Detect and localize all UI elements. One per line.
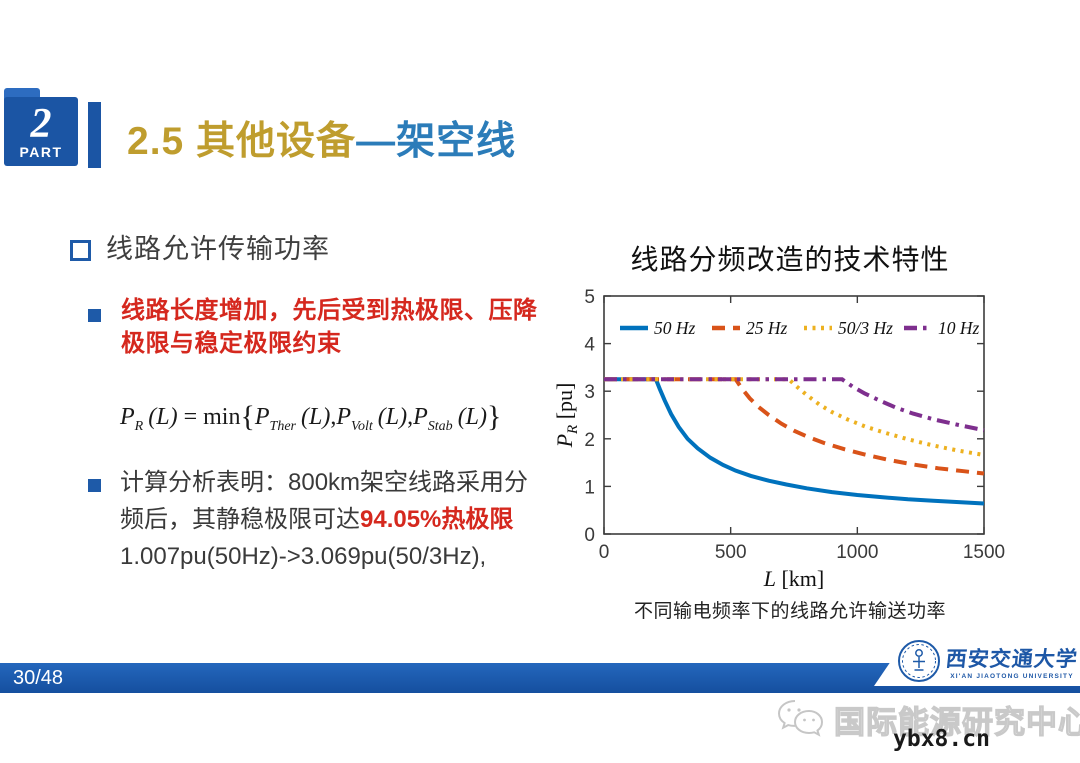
part-badge-body: 2 PART [4, 97, 78, 166]
slide-title-section: 2.5 其他设备 [127, 120, 357, 163]
chart-title: 线路分频改造的技术特性 [630, 244, 950, 275]
analysis-line1: 计算分析表明：800km架空线路采用分 [120, 469, 529, 496]
square-bullet-icon [88, 309, 101, 322]
slide-title-topic: —架空线 [356, 120, 517, 163]
analysis-line3: 1.007pu(50Hz)->3.069pu(50/3Hz), [120, 543, 487, 570]
y-axis-label: PR [pu] [556, 383, 581, 449]
watermark-site: ybx8.cn [893, 726, 990, 752]
x-axis-label: L [km] [763, 566, 825, 591]
series-line [604, 377, 985, 457]
square-bullet-icon [88, 479, 101, 492]
power-limit-formula: PR (L) = min{PTher (L),PVolt (L),PStab (L)} [120, 400, 502, 434]
legend-label: 25 Hz [746, 318, 788, 338]
university-name-en: XI'AN JIAOTONG UNIVERSITY [950, 672, 1074, 680]
red-key-point: 线路长度增加，先后受到热极限、压降 极限与稳定极限约束 [121, 294, 551, 360]
hollow-square-bullet-icon [70, 240, 91, 261]
frequency-power-chart: 0 500 1000 1500 0 1 2 3 4 5 50 Hz 25 Hz 50/3 Hz 10 Hz… [556, 287, 1005, 591]
section-heading: 线路允许传输功率 [106, 234, 330, 264]
wechat-icon [777, 700, 824, 737]
part-badge: 2 PART [4, 88, 78, 166]
legend-label: 50/3 Hz [838, 318, 893, 338]
university-seal-icon [898, 640, 940, 682]
x-tick-label: 1500 [963, 542, 1005, 563]
y-tick-label: 5 [584, 287, 595, 308]
series-line [604, 377, 985, 476]
plot-box [603, 295, 985, 535]
university-name-cn: 西安交通大学 [944, 646, 1080, 671]
part-label: PART [19, 143, 63, 160]
legend-label: 10 Hz [938, 318, 980, 338]
title-accent-bar [88, 102, 101, 168]
x-tick-label: 1000 [836, 542, 878, 563]
red-key-point-line1: 线路长度增加，先后受到热极限、压降 [121, 297, 538, 324]
x-tick-label: 0 [599, 542, 610, 563]
university-logo: 西安交通大学 XI'AN JIAOTONG UNIVERSITY [896, 638, 1080, 684]
footer-logo-notch: 西安交通大学 XI'AN JIAOTONG UNIVERSITY [874, 636, 1080, 686]
y-tick-label: 1 [584, 477, 595, 498]
chart-caption: 不同输电频率下的线路允许输送功率 [633, 601, 946, 622]
y-tick-label: 3 [584, 382, 595, 403]
slide-title: 2.5 其他设备—架空线 [127, 110, 516, 166]
series-line [604, 377, 985, 506]
y-tick-label: 0 [584, 525, 595, 546]
legend-label: 50 Hz [654, 318, 696, 338]
x-tick-label: 500 [715, 542, 747, 563]
part-number: 2 [30, 100, 52, 147]
series-line [604, 377, 985, 433]
analysis-highlight: 94.05%热极限 [360, 506, 514, 533]
y-tick-label: 4 [584, 335, 595, 356]
analysis-point: 计算分析表明：800km架空线路采用分 频后，其静稳极限可达94.05%热极限 … [120, 464, 560, 575]
analysis-line2: 频后，其静稳极限可达 [120, 506, 360, 533]
y-tick-label: 2 [584, 430, 595, 451]
formula-lhs: P [120, 404, 135, 430]
page-number: 30/48 [13, 667, 64, 689]
red-key-point-line2: 极限与稳定极限约束 [121, 330, 342, 357]
watermark-label: 国际能源研究中心 [833, 704, 1080, 740]
